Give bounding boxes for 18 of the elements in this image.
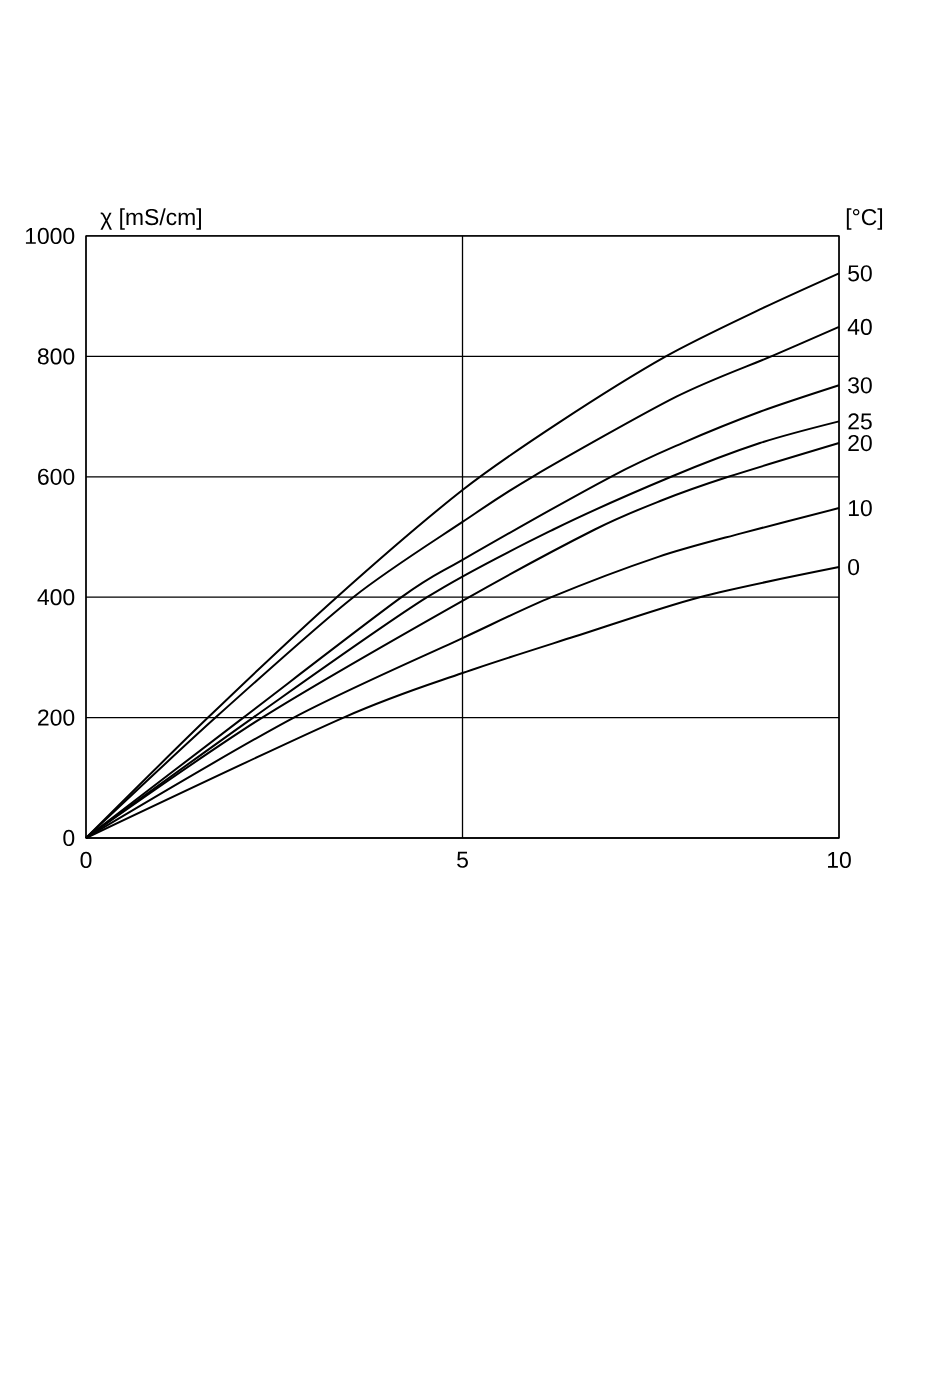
y-tick-label: 0	[63, 829, 75, 847]
y-tick-label: 1000	[25, 227, 75, 245]
series-label: 50	[848, 265, 872, 282]
y-tick-label: 400	[37, 589, 75, 606]
x-tick-label: 10	[828, 851, 851, 869]
series-label: 10	[848, 499, 872, 517]
series-label: 30	[848, 377, 872, 394]
y-tick-label: 200	[38, 709, 75, 726]
x-tick-label: 0	[80, 851, 92, 869]
x-tick-label: 5	[457, 851, 468, 868]
series-label: 20	[848, 434, 872, 452]
y-axis-title: χ [mS/cm]	[100, 208, 201, 230]
y-tick-label: 800	[37, 348, 75, 365]
legend-title: [°C]	[846, 208, 883, 230]
series-label: 0	[848, 558, 860, 576]
series-label: 40	[847, 318, 872, 335]
y-tick-label: 600	[38, 468, 75, 485]
series-label: 25	[848, 413, 872, 430]
